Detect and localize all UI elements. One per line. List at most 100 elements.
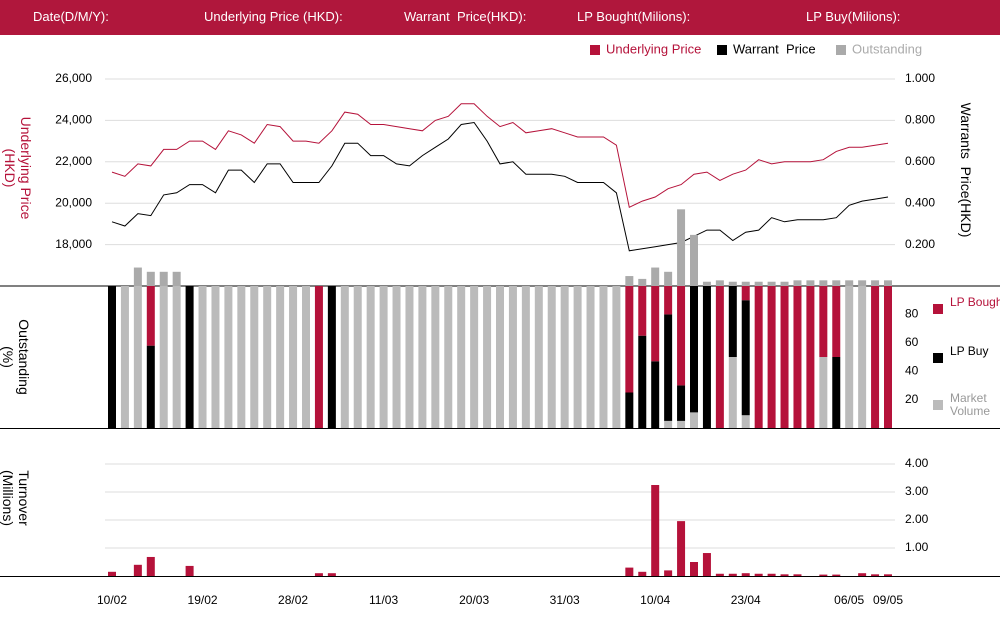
series-line xyxy=(111,121,889,252)
bar xyxy=(819,574,828,576)
stacked-bar-segment xyxy=(250,286,259,428)
outstanding-bar xyxy=(625,276,634,286)
stacked-bar-segment xyxy=(806,286,815,428)
outstanding-bar xyxy=(728,281,737,286)
stacked-bar-segment xyxy=(702,286,711,428)
legend-swatch xyxy=(933,304,943,314)
header-label: Underlying Price (HKD): xyxy=(204,9,343,24)
outstanding-bar xyxy=(690,234,698,286)
stacked-bar-segment xyxy=(586,286,595,428)
stacked-bar-segment xyxy=(741,415,750,428)
stacked-bar-segment xyxy=(884,286,892,428)
bar xyxy=(884,574,892,576)
bar xyxy=(832,574,841,576)
stacked-bar-segment xyxy=(340,286,349,428)
stacked-bar-segment xyxy=(832,286,841,357)
bar xyxy=(677,521,686,576)
stacked-bar-segment xyxy=(625,286,634,393)
stacked-bar-segment xyxy=(612,286,621,428)
y-axis-title: Outstanding (%) xyxy=(0,319,32,399)
stacked-bar-segment xyxy=(767,286,776,428)
stacked-bar-segment xyxy=(625,392,634,428)
outstanding-bar xyxy=(871,280,880,286)
stacked-bar-segment xyxy=(237,286,246,428)
legend-label: LP Buy xyxy=(950,344,989,358)
series-line xyxy=(111,103,889,209)
stacked-bar-segment xyxy=(638,286,647,336)
bar xyxy=(108,571,116,576)
outstanding-bar xyxy=(133,267,142,286)
stacked-bar-segment xyxy=(159,286,168,428)
stacked-bar-segment xyxy=(431,286,440,428)
x-tick-label: 10/04 xyxy=(640,593,670,607)
legend-label: Underlying Price xyxy=(606,41,701,56)
stacked-bar-segment xyxy=(508,286,517,428)
stacked-bar-segment xyxy=(677,385,686,421)
bar xyxy=(754,573,763,576)
legend-label: Warrant Price xyxy=(733,41,816,56)
header-label: LP Buy(Milions): xyxy=(806,9,901,24)
outstanding-bar xyxy=(780,281,789,286)
bar xyxy=(638,571,647,576)
stacked-bar-segment xyxy=(224,286,233,428)
header-bar: Date(D/M/Y): Underlying Price (HKD): Warra… xyxy=(0,0,1000,35)
outstanding-bar xyxy=(146,271,155,286)
y-tick-label: 0.600 xyxy=(905,154,935,168)
stacked-bar-segment xyxy=(314,286,323,428)
stacked-bar-segment xyxy=(690,286,698,413)
stacked-bar-segment xyxy=(664,420,673,428)
stacked-bar-segment xyxy=(845,286,854,428)
bar xyxy=(871,574,880,576)
stacked-bar-segment xyxy=(664,314,673,421)
bar xyxy=(715,573,724,576)
outstanding-bar xyxy=(832,280,841,286)
bar xyxy=(185,565,194,576)
stacked-bar-segment xyxy=(366,286,375,428)
stacked-bar-segment xyxy=(547,286,556,428)
bar xyxy=(651,485,660,576)
stacked-bar-segment xyxy=(418,286,427,428)
stacked-bar-segment xyxy=(573,286,582,428)
x-tick-label: 31/03 xyxy=(550,593,580,607)
stacked-bar-segment xyxy=(146,286,155,346)
stacked-bar-segment xyxy=(534,286,543,428)
stacked-bar-segment xyxy=(379,286,388,428)
outstanding-bar xyxy=(702,281,711,286)
stacked-bar-segment xyxy=(172,286,181,428)
bar xyxy=(741,573,750,576)
stacked-bar-segment xyxy=(496,286,504,428)
stacked-bar-segment xyxy=(741,286,750,301)
y-tick-label: 0.400 xyxy=(905,195,935,209)
stacked-bar-segment xyxy=(651,361,660,428)
stacked-bar-segment xyxy=(832,357,841,428)
stacked-bar-segment xyxy=(728,357,737,428)
stacked-bar-segment xyxy=(146,345,155,428)
outstanding-bar xyxy=(819,280,828,286)
x-tick-label: 11/03 xyxy=(369,593,398,607)
stacked-bar-segment xyxy=(638,335,647,428)
outstanding-bar xyxy=(741,281,750,286)
stacked-bar-segment xyxy=(185,286,194,428)
y-tick-label: 60 xyxy=(905,335,919,349)
bar xyxy=(690,562,698,576)
x-tick-label: 19/02 xyxy=(188,593,218,607)
stacked-bar-segment xyxy=(728,286,737,357)
bar xyxy=(314,573,323,576)
y2-axis-title: Warrants Price(HKD) xyxy=(958,102,974,238)
y-tick-label: 26,000 xyxy=(55,71,92,85)
outstanding-bar xyxy=(767,281,776,286)
stacked-bar-segment xyxy=(108,286,116,428)
stacked-bar-segment xyxy=(819,286,828,357)
stacked-bar-segment xyxy=(793,286,802,428)
stacked-bar-segment xyxy=(470,286,479,428)
x-tick-label: 28/02 xyxy=(278,593,308,607)
y-tick-label: 24,000 xyxy=(55,113,92,127)
stacked-bar-segment xyxy=(302,286,310,428)
x-tick-label: 06/05 xyxy=(834,593,864,607)
legend-swatch xyxy=(933,400,943,410)
stacked-bar-segment xyxy=(690,412,698,428)
header-label: Date(D/M/Y): xyxy=(33,9,109,24)
stacked-bar-segment xyxy=(754,286,763,428)
y-tick-label: 1.00 xyxy=(905,540,929,554)
outstanding-bar xyxy=(677,209,686,286)
